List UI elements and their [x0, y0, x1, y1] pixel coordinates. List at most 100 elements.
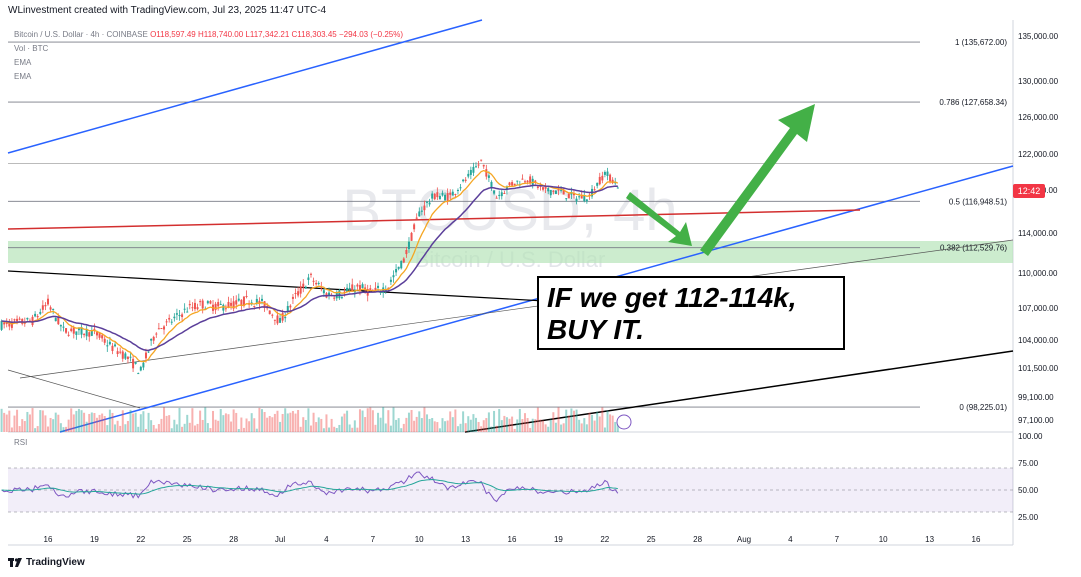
candle-body — [503, 192, 506, 194]
x-tick-label: 25 — [183, 535, 192, 544]
volume-bar — [245, 418, 248, 432]
volume-bar — [444, 421, 447, 432]
candle-body — [611, 179, 614, 184]
x-tick-label: 19 — [90, 535, 99, 544]
volume-bar — [132, 413, 135, 432]
candle-body — [273, 319, 276, 321]
candle-body — [49, 307, 52, 310]
candle-body — [346, 287, 349, 292]
candle-body — [493, 190, 496, 194]
volume-bar — [16, 409, 19, 432]
candle-body — [116, 351, 119, 355]
candle-body — [193, 302, 196, 310]
legend-symbol[interactable]: Bitcoin / U.S. Dollar · 4h · COINBASE — [14, 30, 148, 39]
candle-body — [34, 313, 37, 317]
candle-body — [65, 328, 68, 333]
candle-body — [188, 304, 191, 306]
volume-bar — [52, 419, 55, 432]
candle-body — [449, 192, 452, 195]
candle-body — [62, 326, 65, 328]
volume-bar — [335, 428, 338, 432]
volume-bar — [90, 412, 93, 432]
volume-bar — [18, 426, 21, 432]
candle-body — [47, 298, 49, 305]
x-tick-label: 10 — [415, 535, 424, 544]
volume-bar — [49, 417, 52, 432]
volume-bar — [93, 413, 96, 432]
candle-body — [410, 232, 413, 241]
volume-bar — [191, 408, 194, 432]
volume-bar — [317, 417, 320, 432]
volume-bar — [111, 412, 114, 432]
volume-bar — [170, 428, 173, 432]
candle-body — [469, 169, 472, 175]
candle-body — [124, 353, 127, 359]
candle-body — [245, 295, 248, 297]
candle-body — [144, 352, 147, 359]
legend-ohlc: O118,597.49 H118,740.00 L117,342.21 C118… — [150, 30, 404, 39]
legend-ema-1[interactable]: EMA — [14, 58, 32, 67]
candle-body — [289, 305, 292, 308]
x-tick-label: 22 — [136, 535, 145, 544]
volume-bar — [598, 416, 601, 432]
green-up-arrow — [700, 104, 815, 256]
volume-bar — [413, 420, 416, 432]
volume-bar — [230, 421, 233, 432]
candle-body — [206, 301, 209, 304]
legend-vol[interactable]: Vol · BTC — [14, 44, 49, 53]
legend-ema-2[interactable]: EMA — [14, 72, 32, 81]
volume-bar — [155, 428, 158, 432]
candle-body — [358, 285, 361, 292]
candle-body — [542, 187, 545, 190]
candle-body — [263, 301, 266, 308]
volume-bar — [150, 420, 153, 432]
rsi-line — [1, 471, 619, 503]
tradingview-footer[interactable]: TradingView — [8, 557, 85, 568]
candle-body — [95, 332, 98, 336]
volume-bar — [379, 417, 382, 432]
candle-body — [451, 191, 454, 196]
candle-body — [585, 199, 588, 202]
volume-bar — [351, 427, 354, 432]
candle-body — [101, 335, 104, 339]
candle-body — [139, 366, 142, 371]
candle-body — [284, 316, 287, 319]
volume-bar — [142, 411, 145, 432]
candle-body — [420, 210, 423, 212]
volume-bar — [235, 412, 238, 432]
fib-dashed-top — [8, 163, 1013, 164]
volume-bar — [65, 426, 68, 432]
volume-bar — [286, 413, 289, 432]
volume-bar — [400, 428, 403, 432]
volume-bar — [320, 418, 323, 432]
volume-bar — [5, 414, 8, 432]
candle-body — [312, 280, 315, 282]
rsi-label[interactable]: RSI — [14, 438, 28, 447]
volume-bar — [361, 410, 364, 432]
candle-body — [490, 181, 493, 188]
candle-body — [294, 292, 297, 294]
candle-body — [173, 316, 176, 319]
candle-body — [242, 296, 245, 307]
volume-bar — [54, 412, 57, 432]
volume-bar — [356, 427, 359, 432]
volume-bar — [526, 418, 529, 432]
candle-body — [70, 328, 73, 332]
candle-body — [299, 286, 302, 294]
candle-body — [59, 325, 62, 327]
candle-body — [580, 194, 583, 199]
volume-bar — [423, 407, 426, 432]
volume-bar — [302, 417, 305, 432]
volume-bar — [114, 424, 117, 432]
x-tick-label: 16 — [44, 535, 53, 544]
candle-body — [209, 300, 212, 304]
volume-bar — [26, 411, 29, 432]
candle-body — [142, 362, 145, 368]
candle-body — [168, 317, 171, 320]
volume-bar — [299, 426, 302, 432]
volume-bar — [456, 426, 459, 432]
fib-level-label: 1 (135,672.00) — [955, 38, 1007, 47]
candle-body — [129, 356, 132, 358]
candle-body — [392, 275, 395, 278]
